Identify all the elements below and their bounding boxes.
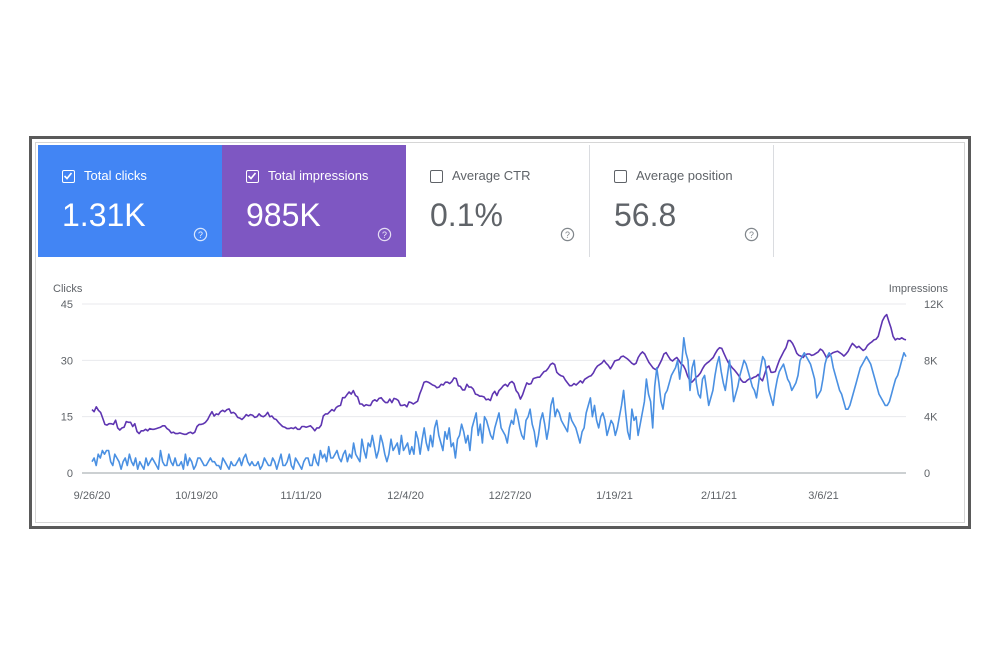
checkbox-checked-icon[interactable] [62, 170, 75, 183]
checkbox-unchecked-icon[interactable] [614, 170, 627, 183]
average-ctr-card[interactable]: Average CTR 0.1% ? [406, 145, 590, 257]
left-tick-label: 30 [61, 355, 73, 367]
left-tick-label: 15 [61, 412, 73, 424]
total-impressions-card[interactable]: Total impressions 985K ? [222, 145, 406, 257]
performance-panel: Total clicks 1.31K ? Total impressions 9… [29, 136, 971, 529]
x-tick-label: 11/11/20 [280, 490, 321, 502]
panel-inner: Total clicks 1.31K ? Total impressions 9… [35, 142, 965, 523]
clicks-series-line [91, 337, 907, 471]
help-icon[interactable]: ? [744, 227, 759, 242]
svg-text:?: ? [382, 230, 387, 240]
right-tick-label: 0 [924, 468, 930, 480]
impressions-series-line [91, 313, 907, 436]
metric-value: 0.1% [430, 197, 503, 233]
right-tick-label: 4K [924, 412, 938, 424]
help-icon[interactable]: ? [193, 227, 208, 242]
help-icon[interactable]: ? [560, 227, 575, 242]
x-tick-label: 12/27/20 [489, 490, 532, 502]
x-tick-label: 2/11/21 [701, 490, 737, 502]
total-clicks-card[interactable]: Total clicks 1.31K ? [38, 145, 222, 257]
left-tick-label: 45 [61, 299, 73, 311]
metric-label: Average position [636, 168, 733, 183]
svg-text:?: ? [198, 230, 203, 240]
metric-cards: Total clicks 1.31K ? Total impressions 9… [38, 145, 774, 257]
metric-value: 985K [246, 197, 321, 233]
metric-value: 56.8 [614, 197, 677, 233]
svg-text:?: ? [749, 230, 754, 240]
help-icon[interactable]: ? [377, 227, 392, 242]
right-axis-title: Impressions [888, 283, 948, 295]
x-tick-label: 10/19/20 [175, 490, 218, 502]
left-axis-title: Clicks [53, 283, 83, 295]
x-tick-label: 3/6/21 [808, 490, 839, 502]
x-tick-label: 12/4/20 [387, 490, 424, 502]
average-position-card[interactable]: Average position 56.8 ? [590, 145, 774, 257]
x-tick-label: 1/19/21 [596, 490, 633, 502]
checkbox-checked-icon[interactable] [246, 170, 259, 183]
metric-label: Total clicks [84, 168, 147, 183]
checkbox-unchecked-icon[interactable] [430, 170, 443, 183]
metric-value: 1.31K [62, 197, 146, 233]
right-tick-label: 12K [924, 299, 944, 311]
right-tick-label: 8K [924, 355, 938, 367]
x-tick-label: 9/26/20 [74, 490, 111, 502]
metric-label: Total impressions [268, 168, 369, 183]
metric-label: Average CTR [452, 168, 531, 183]
svg-text:?: ? [565, 230, 570, 240]
left-tick-label: 0 [67, 468, 73, 480]
